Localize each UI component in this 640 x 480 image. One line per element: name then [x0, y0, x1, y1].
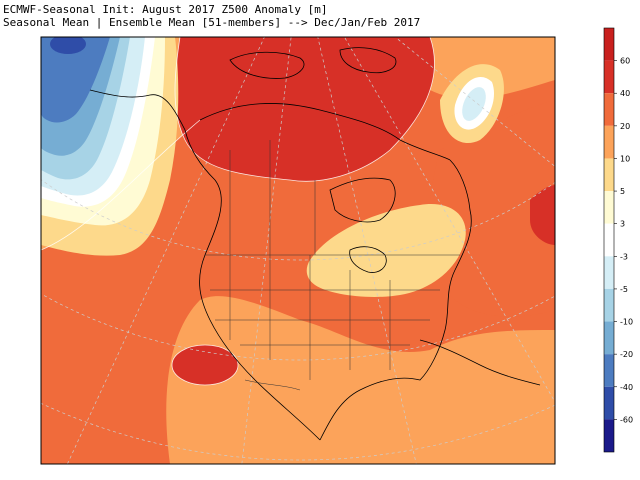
- colorbar-segment: [604, 321, 614, 355]
- baffin-island: [339, 47, 397, 74]
- anomaly-atlantic-belt: [429, 100, 555, 317]
- arctic-coast: [199, 103, 451, 161]
- colorbar-label: -3: [620, 252, 628, 261]
- anomaly-fill-layer: [41, 37, 555, 464]
- anomaly-neg40-pacific: [50, 37, 86, 54]
- colorbar-segment: [604, 386, 614, 420]
- gulf-east-coast: [319, 159, 472, 441]
- colorbar-label: -40: [620, 383, 633, 392]
- colorbar-segment: [604, 419, 614, 452]
- anomaly-great-lakes-10: [306, 204, 466, 297]
- great-lakes: [349, 246, 387, 273]
- contour-lines: [41, 37, 435, 386]
- caribbean: [419, 339, 541, 386]
- colorbar-label: -5: [620, 285, 628, 294]
- anomaly-southwest-core: [172, 345, 238, 385]
- map-title-line-1: ECMWF-Seasonal Init: August 2017 Z500 An…: [3, 3, 328, 16]
- colorbar-frame: [603, 27, 615, 453]
- colorbar-segment: [604, 158, 614, 192]
- colorbar: 60 40 20 10 5 3 -3 -5 -10 -20 -40 -60: [603, 27, 633, 453]
- colorbar-segment: [604, 223, 614, 257]
- anomaly-neg20-pacific: [41, 37, 110, 123]
- colorbar-label: 5: [620, 187, 625, 196]
- map-frame: [40, 36, 556, 465]
- colorbar-label: -10: [620, 318, 633, 327]
- colorbar-label: -20: [620, 350, 633, 359]
- colorbar-segment-top: [604, 28, 614, 61]
- colorbar-segment: [604, 93, 614, 126]
- colorbar-segment: [604, 60, 614, 94]
- colorbar-segment: [604, 191, 614, 224]
- us-mexico-border: [244, 379, 301, 391]
- anomaly-atlantic-core: [530, 185, 555, 245]
- political-borders: [205, 140, 460, 391]
- colorbar-label: 40: [620, 89, 630, 98]
- colorbar-label: 10: [620, 154, 630, 163]
- arctic-islands: [229, 51, 305, 79]
- hudson-bay: [329, 177, 396, 223]
- colorbar-segment: [604, 125, 614, 159]
- colorbar-label: 3: [620, 220, 625, 229]
- colorbar-segment: [604, 288, 614, 322]
- colorbar-label: 60: [620, 57, 630, 66]
- map-title-line-2: Seasonal Mean | Ensemble Mean [51-member…: [3, 16, 421, 29]
- colorbar-label: 20: [620, 122, 630, 131]
- colorbar-segment: [604, 256, 614, 289]
- anomaly-canada-core: [175, 37, 435, 182]
- colorbar-label: -60: [620, 415, 633, 424]
- west-coast: [89, 89, 321, 441]
- anomaly-davis-neg3: [462, 87, 486, 121]
- colorbar-segment: [604, 354, 614, 387]
- coastlines: [89, 47, 541, 441]
